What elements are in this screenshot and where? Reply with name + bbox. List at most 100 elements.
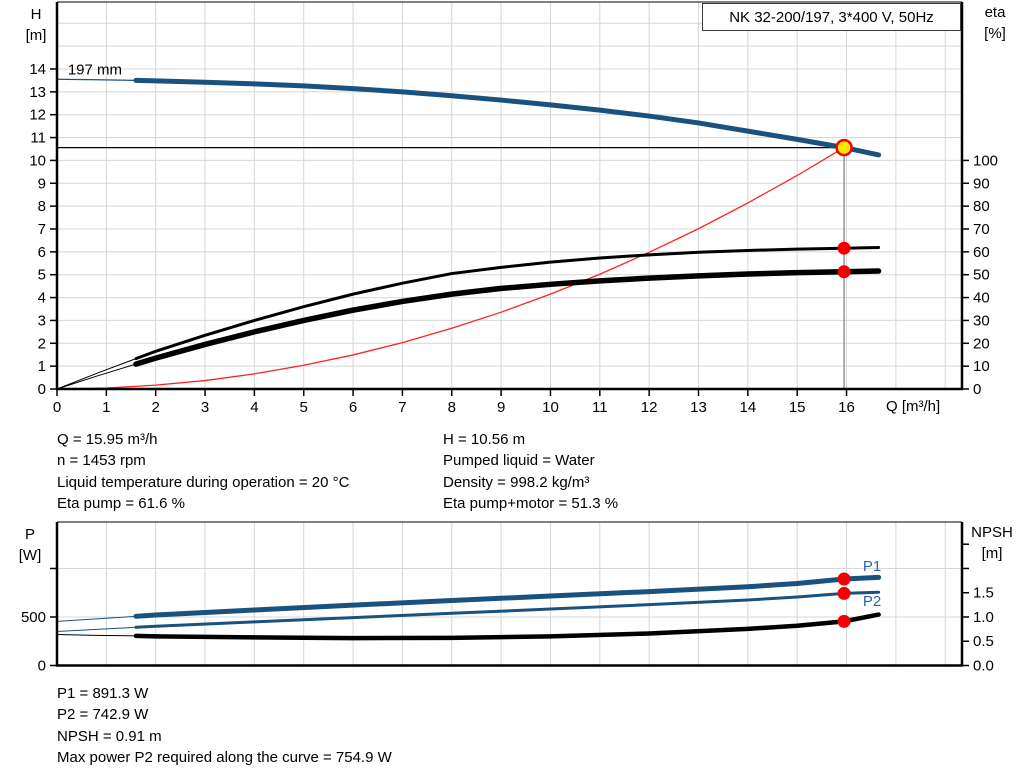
axes: 0123456789101112131401020304050607080901… [29,1,998,416]
x-tick-label: 14 [739,399,756,416]
right-tick-label: 70 [973,221,990,238]
right-tick-label: 0.0 [973,658,994,675]
p1-curve[interactable] [133,574,882,619]
duty-info-right: H = 10.56 m Pumped liquid = Water Densit… [443,429,618,514]
head-curve-thin [56,78,880,156]
right-tick-label: 1.5 [973,585,994,602]
right-tick-label: 10 [973,358,990,375]
h-axis-symbol: H [30,6,42,23]
info-eta-pump-motor: Eta pump+motor = 51.3 % [443,494,619,512]
right-tick-label: 30 [973,312,990,329]
axes: 0 500 0.0 0.5 1.0 1.5 [21,521,994,675]
left-tick-label: 11 [30,130,46,147]
left-tick-label: 6 [38,244,46,261]
left-tick-label: 500 [21,609,46,626]
npsh-axis-label: NPSH [m] [962,522,1022,564]
pump-title: NK 32-200/197, 3*400 V, 50Hz [729,8,934,26]
x-tick-label: 8 [448,399,456,416]
right-tick-label: 80 [973,198,990,215]
left-tick-label: 3 [38,312,46,329]
info-speed: n = 1453 rpm [57,452,146,470]
left-tick-label: 2 [38,335,46,352]
x-tick-label: 7 [398,399,406,416]
right-tick-label: 20 [973,335,990,352]
gridlines [57,522,962,666]
info-pumped-liquid: Pumped liquid = Water [443,452,595,470]
left-tick-label: 0 [38,381,46,398]
eta-axis-unit: [%] [984,25,1006,42]
x-tick-label: 15 [789,399,806,416]
right-tick-label: 1.0 [973,609,994,626]
h-axis-unit: [m] [25,27,47,44]
head-curve[interactable] [133,77,882,158]
left-tick-label: 7 [38,221,46,238]
right-tick-label: 90 [973,175,990,192]
info-max-power: Max power P2 required along the curve = … [57,748,392,766]
p2-point[interactable] [837,586,851,600]
info-density: Density = 998.2 kg/m³ [443,473,590,491]
x-tick-label: 9 [497,399,505,416]
left-tick-label: 1 [38,358,46,375]
eta-pump-curve-thin [56,247,880,390]
npsh-curve[interactable] [133,612,881,641]
left-tick-label: 14 [29,61,46,78]
left-tick-label: 4 [38,290,46,307]
npsh-axis-unit: [m] [981,545,1003,562]
left-tick-label: 8 [38,198,46,215]
h-axis-label: H [m] [16,4,56,46]
power-info: P1 = 891.3 W P2 = 742.9 W NPSH = 0.91 m … [57,683,392,768]
eta-axis-symbol: eta [984,4,1006,21]
x-tick-label: 6 [349,399,357,416]
qh-chart[interactable]: 0123456789101112131401020304050607080901… [0,0,1024,430]
pump-title-box: NK 32-200/197, 3*400 V, 50Hz [702,3,961,31]
info-p1: P1 = 891.3 W [57,685,149,702]
x-tick-label: 12 [641,399,658,416]
right-tick-label: 0.5 [973,633,994,650]
q-axis-label: Q [m³/h] [886,398,941,415]
gridlines [57,2,962,389]
x-tick-label: 2 [152,399,160,416]
p2-curve-label: P2 [863,593,881,610]
left-tick-label: 12 [29,107,46,124]
eta-pump-motor-point[interactable] [837,265,851,279]
left-tick-label: 0 [38,658,46,675]
npsh-point[interactable] [837,614,851,628]
x-tick-label: 5 [300,399,308,416]
info-eta-pump: Eta pump = 61.6 % [57,494,185,512]
right-tick-label: 100 [973,152,998,169]
right-tick-label: 60 [973,244,990,261]
x-tick-label: 1 [102,399,110,416]
info-npsh: NPSH = 0.91 m [57,727,162,745]
x-tick-label: 0 [53,399,61,416]
info-p2: P2 = 742.9 W [57,706,149,724]
x-tick-label: 16 [838,399,855,416]
eta-pump-point[interactable] [837,241,851,255]
npsh-axis-symbol: NPSH [971,524,1013,541]
x-tick-label: 13 [690,399,707,416]
p1-point[interactable] [837,572,851,586]
x-tick-label: 10 [542,399,559,416]
power-npsh-chart[interactable]: 0 500 0.0 0.5 1.0 1.5 P1 P2 [0,520,1024,675]
info-head: H = 10.56 m [443,431,526,448]
p-axis-symbol: P [24,526,35,543]
p2-curve[interactable] [134,590,881,629]
right-tick-label: 40 [973,290,990,307]
left-tick-label: 13 [29,84,46,101]
x-tick-label: 4 [250,399,258,416]
right-tick-label: 50 [973,267,990,284]
info-flow: Q = 15.95 m³/h [57,431,158,448]
left-tick-label: 10 [29,152,46,169]
eta-pump-motor-curve[interactable] [133,268,882,367]
duty-info-left: Q = 15.95 m³/h n = 1453 rpm Liquid tempe… [57,429,349,514]
eta-axis-label: eta [%] [972,2,1018,44]
left-tick-label: 9 [38,175,46,192]
duty-point[interactable] [835,138,853,157]
x-tick-label: 3 [201,399,209,416]
p-axis-label: P [W] [10,524,50,566]
impeller-diameter-label: 197 mm [68,62,122,79]
right-tick-label: 0 [973,381,981,398]
x-tick-label: 11 [592,399,608,416]
p-axis-unit: [W] [18,547,42,564]
eta-pump-curve[interactable] [134,246,881,361]
eta-pump-motor-curve-thin [56,270,880,390]
